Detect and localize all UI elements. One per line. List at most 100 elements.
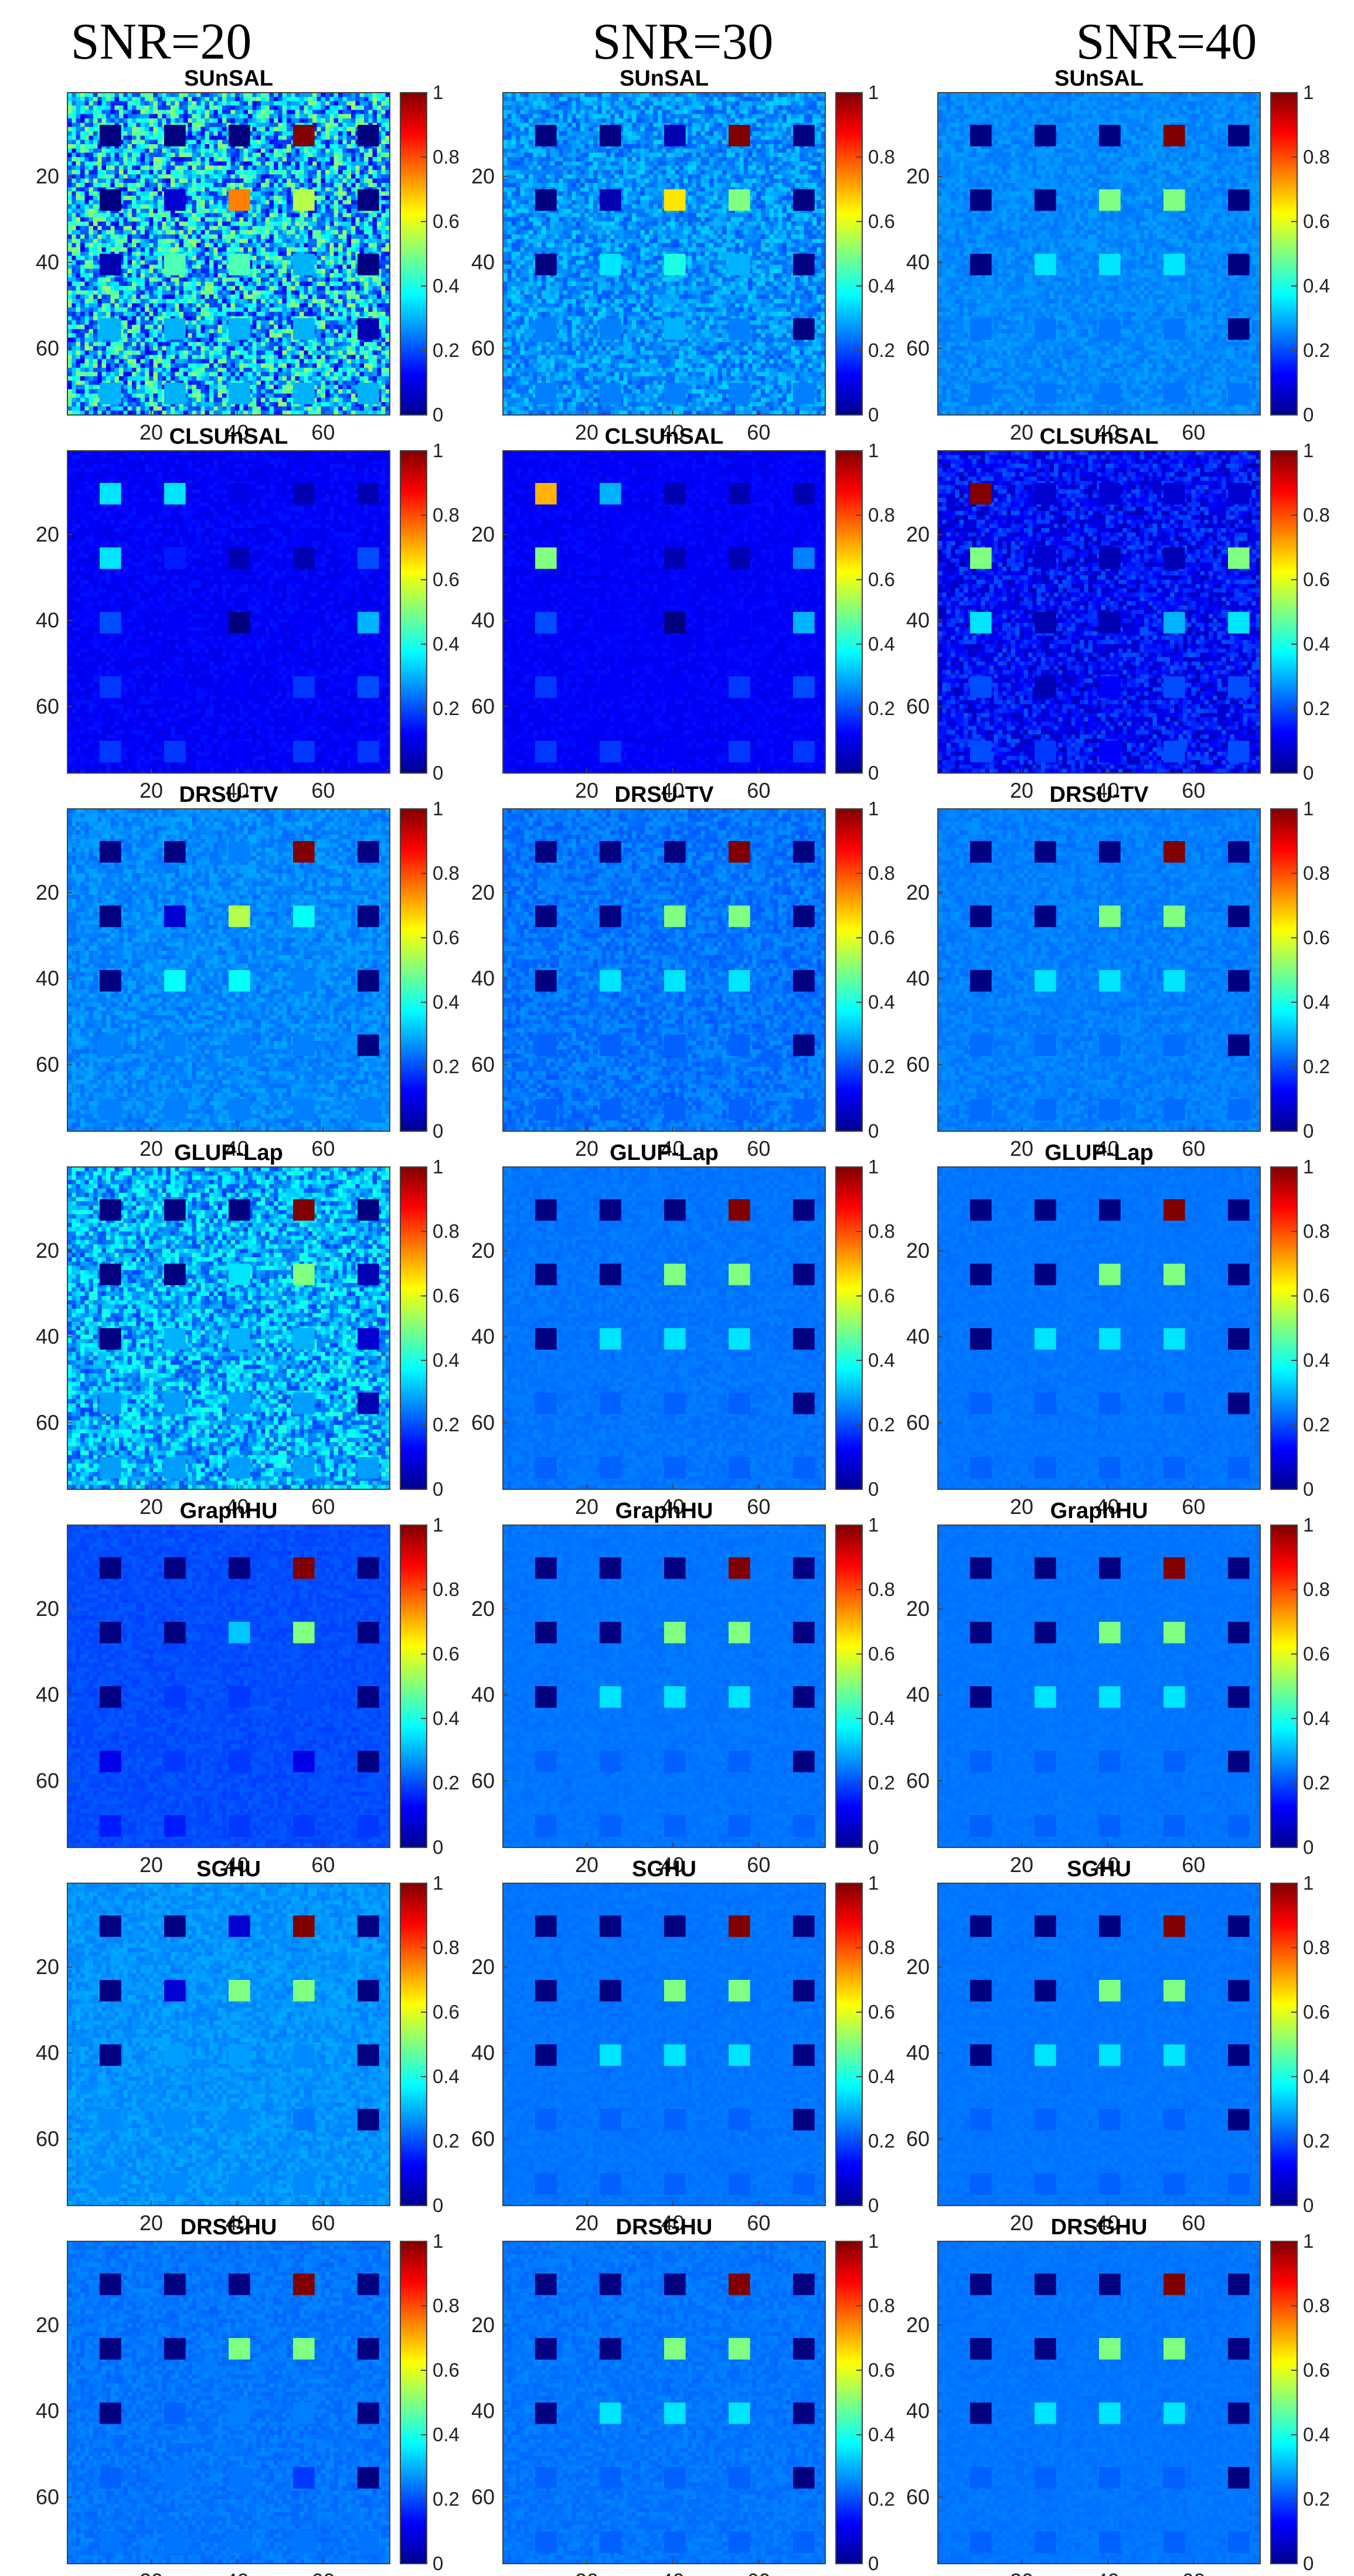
colorbar-tick-label: 0 <box>868 404 879 426</box>
abundance-square <box>1099 2044 1121 2066</box>
abundance-square <box>535 1751 557 1772</box>
abundance-square <box>164 1915 186 1937</box>
colorbar <box>835 92 863 416</box>
abundance-square <box>293 383 315 404</box>
abundance-square <box>229 1328 250 1350</box>
abundance-square <box>164 1686 186 1708</box>
abundance-square <box>1228 741 1250 763</box>
abundance-square <box>293 2338 315 2360</box>
panel-title: GraphHU <box>180 1499 278 1523</box>
y-tick-label: 60 <box>36 1768 59 1792</box>
abundance-square <box>729 970 750 992</box>
abundance-square <box>664 1199 686 1221</box>
abundance-square <box>1099 254 1121 275</box>
abundance-square <box>535 1099 557 1121</box>
abundance-square <box>664 547 686 569</box>
abundance-square <box>358 612 379 634</box>
abundance-square <box>1164 547 1185 569</box>
abundance-square <box>664 676 686 698</box>
y-tick-label: 40 <box>36 250 59 274</box>
colorbar-tick-label: 0.2 <box>433 697 460 719</box>
y-tick-label: 20 <box>471 1597 495 1621</box>
colorbar-tick-label: 0.4 <box>1303 633 1330 655</box>
abundance-square <box>1164 1393 1185 1414</box>
abundance-square <box>1228 2403 1250 2424</box>
x-tick-label: 20 <box>1010 420 1033 444</box>
y-tick-label: 40 <box>471 250 495 274</box>
abundance-square <box>293 483 315 505</box>
colorbar-tick-label: 0.2 <box>1303 1414 1330 1435</box>
panel-frame <box>67 1166 390 1490</box>
x-tick-label: 60 <box>1182 1495 1205 1519</box>
abundance-square <box>358 383 379 404</box>
abundance-square <box>535 612 557 634</box>
y-tick-label: 20 <box>906 1597 930 1621</box>
colorbar-tick-label: 1 <box>1303 81 1314 103</box>
abundance-square <box>293 612 315 634</box>
abundance-square <box>100 189 121 211</box>
colorbar-tick-label: 0.6 <box>868 210 895 232</box>
abundance-square <box>600 1557 621 1579</box>
abundance-square <box>293 1751 315 1772</box>
abundance-square <box>229 741 250 763</box>
abundance-square <box>1035 676 1056 698</box>
colorbar-tick-label: 1 <box>433 1514 443 1536</box>
colorbar-tick-label: 0.4 <box>433 1707 460 1729</box>
x-tick-label: 60 <box>747 2211 770 2235</box>
abundance-square <box>229 483 250 505</box>
colorbar-tick-label: 1 <box>1303 1514 1314 1536</box>
abundance-square <box>793 2403 815 2424</box>
x-tick-label: 60 <box>311 1495 335 1519</box>
colorbar-tick-label: 0 <box>868 1836 879 1858</box>
abundance-square <box>100 1099 121 1121</box>
colorbar-tick-label: 0.6 <box>433 210 460 232</box>
x-tick-label: 60 <box>1182 2569 1205 2576</box>
panel-2-2: DRSU-TV 20 40 60 20 40 60 0 0.2 0.4 0.6 0.8 1 <box>906 782 1330 1161</box>
panel-title: GraphHU <box>1050 1499 1148 1523</box>
x-tick-label: 60 <box>1182 778 1205 802</box>
abundance-square <box>1228 1751 1250 1772</box>
colorbar <box>1270 2241 1298 2564</box>
abundance-square <box>1035 1457 1056 1479</box>
x-tick-label: 40 <box>661 2569 685 2576</box>
abundance-square <box>664 2044 686 2066</box>
x-tick-label: 60 <box>1182 1136 1205 1161</box>
abundance-square <box>229 1980 250 2002</box>
y-tick-label: 20 <box>906 1238 930 1263</box>
abundance-square <box>664 483 686 505</box>
abundance-square <box>729 254 750 275</box>
colorbar-tick-label: 1 <box>433 798 443 819</box>
abundance-square <box>293 1035 315 1056</box>
abundance-square <box>100 254 121 275</box>
abundance-square <box>164 2274 186 2295</box>
abundance-square <box>1164 2467 1185 2489</box>
abundance-square <box>1228 676 1250 698</box>
abundance-square <box>535 1035 557 1056</box>
colorbar-tick-label: 0 <box>868 2553 879 2574</box>
x-tick-label: 60 <box>747 1495 770 1519</box>
panel-frame <box>937 1883 1261 2206</box>
abundance-square <box>600 2467 621 2489</box>
abundance-square <box>729 841 750 863</box>
abundance-square <box>1228 1199 1250 1221</box>
abundance-square <box>1035 2531 1056 2553</box>
abundance-square <box>164 1264 186 1285</box>
x-tick-label: 20 <box>140 778 163 802</box>
x-tick-label: 20 <box>140 1853 163 1877</box>
panel-title: SGHU <box>196 1857 261 1881</box>
x-tick-label: 60 <box>1182 2211 1205 2235</box>
colorbar-tick-label: 0 <box>868 1120 879 1142</box>
abundance-square <box>970 189 992 211</box>
y-tick-label: 40 <box>36 2041 59 2065</box>
colorbar-tick-label: 0.6 <box>1303 1643 1330 1665</box>
abundance-square <box>293 1099 315 1121</box>
abundance-square <box>1228 2467 1250 2489</box>
abundance-square <box>970 612 992 634</box>
abundance-square <box>293 1328 315 1350</box>
colorbar-tick-label: 0.8 <box>1303 146 1330 168</box>
abundance-square <box>600 612 621 634</box>
colorbar-tick-label: 0.8 <box>1303 1220 1330 1242</box>
panel-1-1: CLSUnSAL 20 40 60 20 40 60 0 0.2 0.4 0.6 0.8 1 <box>471 424 895 802</box>
x-tick-label: 60 <box>747 420 770 444</box>
abundance-square <box>970 1393 992 1414</box>
